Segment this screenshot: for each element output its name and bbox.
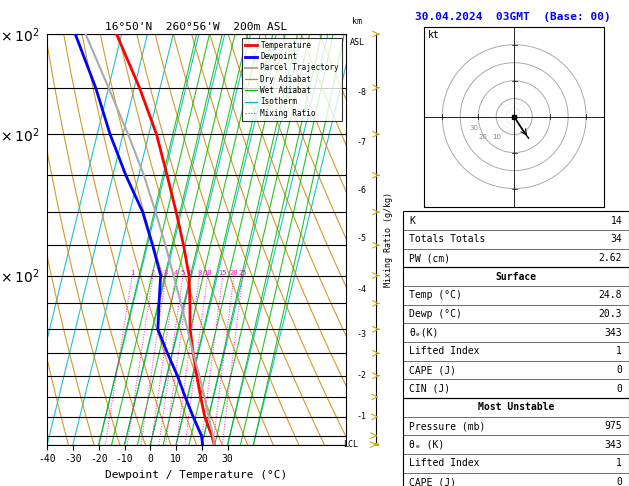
Text: 975: 975 [604, 421, 622, 431]
Text: 8: 8 [198, 270, 202, 276]
Text: θₑ (K): θₑ (K) [409, 440, 445, 450]
Text: 1: 1 [616, 347, 622, 356]
Title: 16°50'N  260°56'W  200m ASL: 16°50'N 260°56'W 200m ASL [106, 22, 287, 32]
Text: PW (cm): PW (cm) [409, 253, 450, 263]
Text: -6: -6 [357, 186, 367, 195]
Text: 10: 10 [492, 134, 501, 140]
Text: 15: 15 [219, 270, 227, 276]
Text: -2: -2 [357, 371, 367, 380]
Text: 0: 0 [616, 365, 622, 375]
Text: Dewp (°C): Dewp (°C) [409, 309, 462, 319]
Text: K: K [409, 216, 415, 226]
Text: 2.62: 2.62 [599, 253, 622, 263]
Text: -7: -7 [357, 139, 367, 147]
Text: 1: 1 [616, 458, 622, 469]
Text: 14: 14 [611, 216, 622, 226]
Text: Pressure (mb): Pressure (mb) [409, 421, 486, 431]
Text: 343: 343 [604, 328, 622, 338]
Text: CAPE (J): CAPE (J) [409, 477, 457, 486]
Text: 0: 0 [616, 477, 622, 486]
Text: -4: -4 [357, 285, 367, 294]
Text: Lifted Index: Lifted Index [409, 458, 480, 469]
Text: km: km [352, 17, 362, 26]
Text: 24.8: 24.8 [599, 291, 622, 300]
Text: 30.04.2024  03GMT  (Base: 00): 30.04.2024 03GMT (Base: 00) [415, 12, 611, 22]
Text: θₑ(K): θₑ(K) [409, 328, 439, 338]
Text: CAPE (J): CAPE (J) [409, 365, 457, 375]
Bar [403, 267, 629, 398]
Text: 20: 20 [230, 270, 238, 276]
Text: 343: 343 [604, 440, 622, 450]
Text: 0: 0 [616, 384, 622, 394]
Text: Lifted Index: Lifted Index [409, 347, 480, 356]
Text: 4: 4 [174, 270, 177, 276]
X-axis label: Dewpoint / Temperature (°C): Dewpoint / Temperature (°C) [106, 470, 287, 480]
Text: 34: 34 [611, 234, 622, 244]
Text: -5: -5 [357, 234, 367, 243]
Text: 25: 25 [238, 270, 247, 276]
Text: Temp (°C): Temp (°C) [409, 291, 462, 300]
Text: -8: -8 [357, 88, 367, 97]
Text: 3: 3 [164, 270, 168, 276]
Text: 20.3: 20.3 [599, 309, 622, 319]
Text: 10: 10 [203, 270, 212, 276]
Text: CIN (J): CIN (J) [409, 384, 450, 394]
Text: 20: 20 [478, 134, 487, 140]
Text: Mixing Ratio (g/kg): Mixing Ratio (g/kg) [384, 192, 393, 287]
Bar [403, 211, 629, 267]
Text: Totals Totals: Totals Totals [409, 234, 486, 244]
Text: 5: 5 [181, 270, 185, 276]
Bar [403, 398, 629, 486]
Legend: Temperature, Dewpoint, Parcel Trajectory, Dry Adiabat, Wet Adiabat, Isotherm, Mi: Temperature, Dewpoint, Parcel Trajectory… [242, 38, 342, 121]
Text: Most Unstable: Most Unstable [477, 402, 554, 413]
Text: Surface: Surface [495, 272, 537, 282]
Text: 6: 6 [187, 270, 191, 276]
Text: LCL: LCL [343, 440, 359, 449]
Text: kt: kt [428, 30, 440, 40]
Text: 2: 2 [151, 270, 155, 276]
Text: 30: 30 [469, 125, 478, 131]
Text: ASL: ASL [350, 38, 365, 47]
Text: -3: -3 [357, 330, 367, 339]
Text: -1: -1 [357, 412, 367, 421]
Text: 1: 1 [130, 270, 135, 276]
